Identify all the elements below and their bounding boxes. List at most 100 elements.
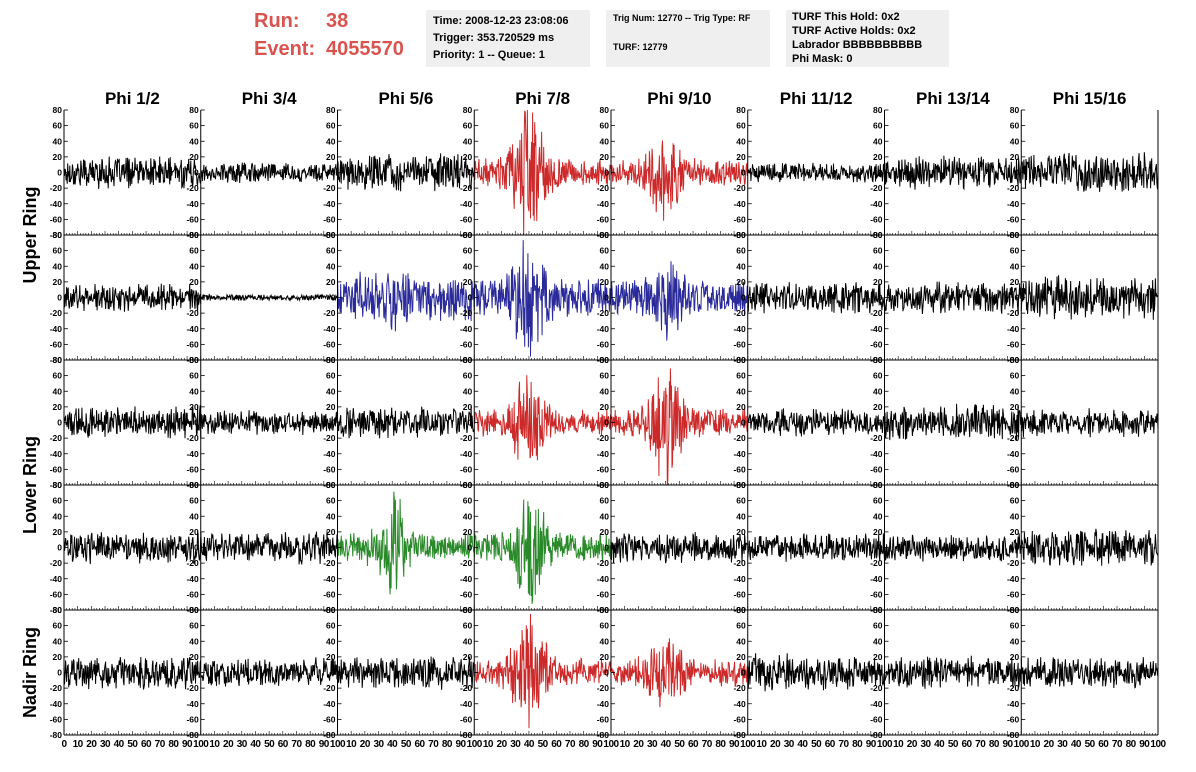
y-tick-label: -60	[733, 339, 746, 349]
y-tick-label: 60	[463, 121, 473, 131]
y-tick-label: 20	[600, 277, 610, 287]
y-tick-label: 0	[331, 168, 336, 178]
waveform-trace	[337, 491, 475, 595]
y-tick-label: -20	[323, 558, 336, 568]
y-tick-label: 40	[600, 136, 610, 146]
y-tick-label: 20	[600, 527, 610, 537]
x-tick-label: 90	[866, 739, 877, 750]
y-tick-label: 60	[600, 371, 610, 381]
y-tick-label: 60	[189, 246, 199, 256]
x-tick-label: 10	[756, 739, 767, 750]
y-tick-label: -60	[1007, 464, 1020, 474]
y-tick-label: -40	[1007, 324, 1020, 334]
y-tick-label: -80	[186, 730, 199, 740]
waveform-trace	[610, 261, 749, 341]
y-tick-label: 80	[463, 605, 473, 615]
y-tick-label: -20	[733, 683, 746, 693]
waveform-trace	[747, 162, 885, 183]
y-tick-label: 80	[600, 355, 610, 365]
y-tick-label: 80	[873, 105, 883, 115]
x-tick-label: 30	[237, 739, 248, 750]
y-tick-label: -20	[597, 683, 610, 693]
y-tick-label: 40	[53, 636, 63, 646]
x-tick-label: 60	[414, 739, 425, 750]
y-tick-label: -20	[186, 433, 199, 443]
x-tick-label: 10	[1030, 739, 1041, 750]
y-tick-label: -60	[733, 589, 746, 599]
x-tick-label: 80	[852, 739, 863, 750]
trigger-line: Trigger: 353.720529 ms	[433, 32, 555, 44]
x-tick-label: 20	[633, 739, 644, 750]
y-tick-label: 60	[1010, 621, 1020, 631]
column-header: Phi 7/8	[515, 89, 570, 108]
y-tick-label: 80	[736, 480, 746, 490]
y-tick-label: 80	[326, 355, 336, 365]
x-tick-label: 60	[825, 739, 836, 750]
y-tick-label: 40	[873, 386, 883, 396]
y-tick-label: -80	[597, 480, 610, 490]
y-tick-label: 60	[189, 121, 199, 131]
y-tick-label: 0	[604, 543, 609, 553]
y-tick-label: -40	[323, 699, 336, 709]
y-tick-label: -20	[460, 683, 473, 693]
y-tick-label: 60	[189, 371, 199, 381]
x-tick-label: 60	[278, 739, 289, 750]
y-tick-label: -60	[323, 714, 336, 724]
waveform-trace	[1020, 275, 1159, 320]
y-tick-label: -40	[323, 324, 336, 334]
y-tick-label: 40	[736, 386, 746, 396]
y-tick-label: -80	[597, 605, 610, 615]
y-tick-label: -80	[733, 230, 746, 240]
x-tick-label: 80	[715, 739, 726, 750]
y-tick-label: 20	[873, 652, 883, 662]
y-tick-label: -20	[50, 433, 63, 443]
y-tick-label: -80	[597, 230, 610, 240]
y-tick-label: 40	[1010, 511, 1020, 521]
turf-info-box: TURF This Hold: 0x2 TURF Active Holds: 0…	[786, 10, 949, 67]
y-tick-label: 80	[326, 480, 336, 490]
event-label: Event:	[254, 38, 316, 60]
y-tick-label: 20	[53, 652, 63, 662]
y-tick-label: -60	[733, 214, 746, 224]
x-tick-label: 30	[510, 739, 521, 750]
y-tick-label: -40	[186, 324, 199, 334]
y-tick-label: 0	[1015, 543, 1020, 553]
x-tick-label: 20	[770, 739, 781, 750]
y-tick-label: 20	[189, 402, 199, 412]
y-tick-label: 0	[57, 543, 62, 553]
y-tick-label: 40	[53, 261, 63, 271]
y-tick-label: 80	[1010, 230, 1020, 240]
y-tick-label: -40	[323, 199, 336, 209]
y-tick-label: 60	[463, 496, 473, 506]
x-tick-label: 20	[223, 739, 234, 750]
y-tick-label: 40	[326, 261, 336, 271]
y-tick-label: 60	[326, 496, 336, 506]
y-tick-label: 80	[189, 355, 199, 365]
y-tick-label: -40	[597, 449, 610, 459]
y-tick-label: -40	[50, 699, 63, 709]
y-tick-label: -60	[186, 339, 199, 349]
x-tick-label: 70	[975, 739, 986, 750]
y-tick-label: 80	[873, 480, 883, 490]
y-tick-label: 80	[53, 355, 63, 365]
column-header: Phi 3/4	[242, 89, 297, 108]
y-tick-label: -20	[50, 683, 63, 693]
y-tick-label: -40	[1007, 449, 1020, 459]
y-tick-label: -60	[597, 589, 610, 599]
y-tick-label: 20	[873, 152, 883, 162]
x-tick-label: 70	[838, 739, 849, 750]
y-tick-label: -20	[50, 183, 63, 193]
time-info-box: Time: 2008-12-23 23:08:06 Trigger: 353.7…	[426, 10, 590, 67]
y-tick-label: -60	[460, 339, 473, 349]
y-tick-label: -80	[460, 730, 473, 740]
y-tick-label: 40	[873, 136, 883, 146]
y-tick-label: -20	[1007, 308, 1020, 318]
y-tick-label: 80	[736, 355, 746, 365]
waveform-trace	[884, 281, 1022, 315]
x-tick-label: 50	[401, 739, 412, 750]
y-tick-label: 60	[736, 496, 746, 506]
column-header: Phi 13/14	[916, 89, 990, 108]
y-tick-label: -60	[870, 214, 883, 224]
x-tick-label: 60	[961, 739, 972, 750]
